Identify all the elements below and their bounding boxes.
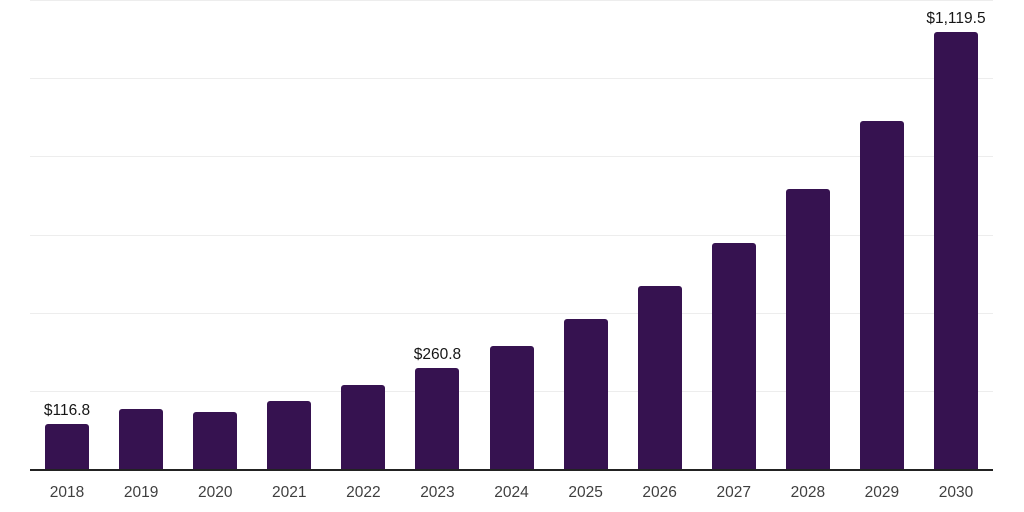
x-tick-label-2027: 2027	[716, 484, 751, 501]
bar-2023	[415, 368, 460, 470]
gridline-y1000	[30, 78, 993, 80]
bar-2021	[267, 401, 312, 470]
bar-value-label-2030: $1,119.5	[926, 10, 986, 28]
bar-group-2027: 2027	[697, 1, 771, 501]
bar-2024	[489, 346, 534, 470]
bar-2025	[563, 319, 608, 470]
x-tick-label-2029: 2029	[864, 484, 900, 501]
x-tick-label-2021: 2021	[272, 484, 307, 501]
bar-group-2020: 2020	[178, 1, 252, 501]
x-tick-label-2019: 2019	[123, 484, 159, 501]
x-tick-label-2024: 2024	[494, 484, 529, 501]
plot-area: $116.8 2018 2019 2020 2021 2022 $260.8 2023 2024…	[30, 0, 993, 501]
bar-group-2018: $116.8 2018	[30, 1, 104, 501]
bar-group-2030: $1,119.5 2030	[919, 1, 993, 501]
x-tick-label-2018: 2018	[49, 484, 85, 501]
bar-group-2028: 2028	[771, 1, 845, 501]
bar-group-2021: 2021	[252, 1, 326, 501]
gridline-y1200	[30, 0, 993, 1]
bar-2022	[341, 384, 386, 470]
x-tick-label-2028: 2028	[790, 484, 826, 501]
x-tick-label-2020: 2020	[197, 484, 233, 501]
x-tick-label-2026: 2026	[642, 484, 677, 501]
bar-value-label-2023: $260.8	[413, 346, 462, 364]
bar-2026	[637, 286, 682, 470]
gridline-y400	[30, 312, 993, 314]
bar-group-2022: 2022	[326, 1, 400, 501]
bar-value-label-2018: $116.8	[43, 402, 91, 420]
bar-group-2025: 2025	[549, 1, 623, 501]
gridline-y600	[30, 234, 993, 236]
x-tick-label-2030: 2030	[938, 484, 974, 501]
bar-group-2024: 2024	[474, 1, 548, 501]
x-tick-label-2023: 2023	[420, 484, 455, 501]
x-axis-line	[30, 469, 993, 471]
bar-group-2026: 2026	[623, 1, 697, 501]
bar-2029	[859, 120, 904, 470]
gridline-y800	[30, 156, 993, 158]
bar-2018	[45, 424, 90, 470]
x-tick-label-2025: 2025	[568, 484, 603, 501]
bar-group-2023: $260.8 2023	[400, 1, 474, 501]
x-tick-label-2022: 2022	[346, 484, 381, 501]
bar-series: $116.8 2018 2019 2020 2021 2022 $260.8 2023 2024…	[30, 1, 993, 501]
bar-2019	[119, 409, 164, 470]
bar-2028	[785, 189, 830, 470]
bar-2020	[193, 412, 238, 470]
bar-2027	[711, 243, 756, 470]
bar-2030	[933, 32, 978, 470]
bar-group-2019: 2019	[104, 1, 178, 501]
bar-group-2029: 2029	[845, 1, 919, 501]
